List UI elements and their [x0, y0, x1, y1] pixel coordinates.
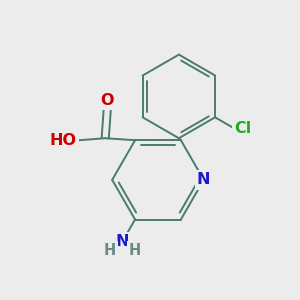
Text: N: N — [116, 234, 129, 249]
Text: H: H — [129, 243, 141, 258]
Text: H: H — [103, 243, 116, 258]
Text: O: O — [100, 93, 114, 108]
Text: HO: HO — [49, 133, 76, 148]
Text: Cl: Cl — [234, 121, 251, 136]
Text: N: N — [197, 172, 211, 188]
